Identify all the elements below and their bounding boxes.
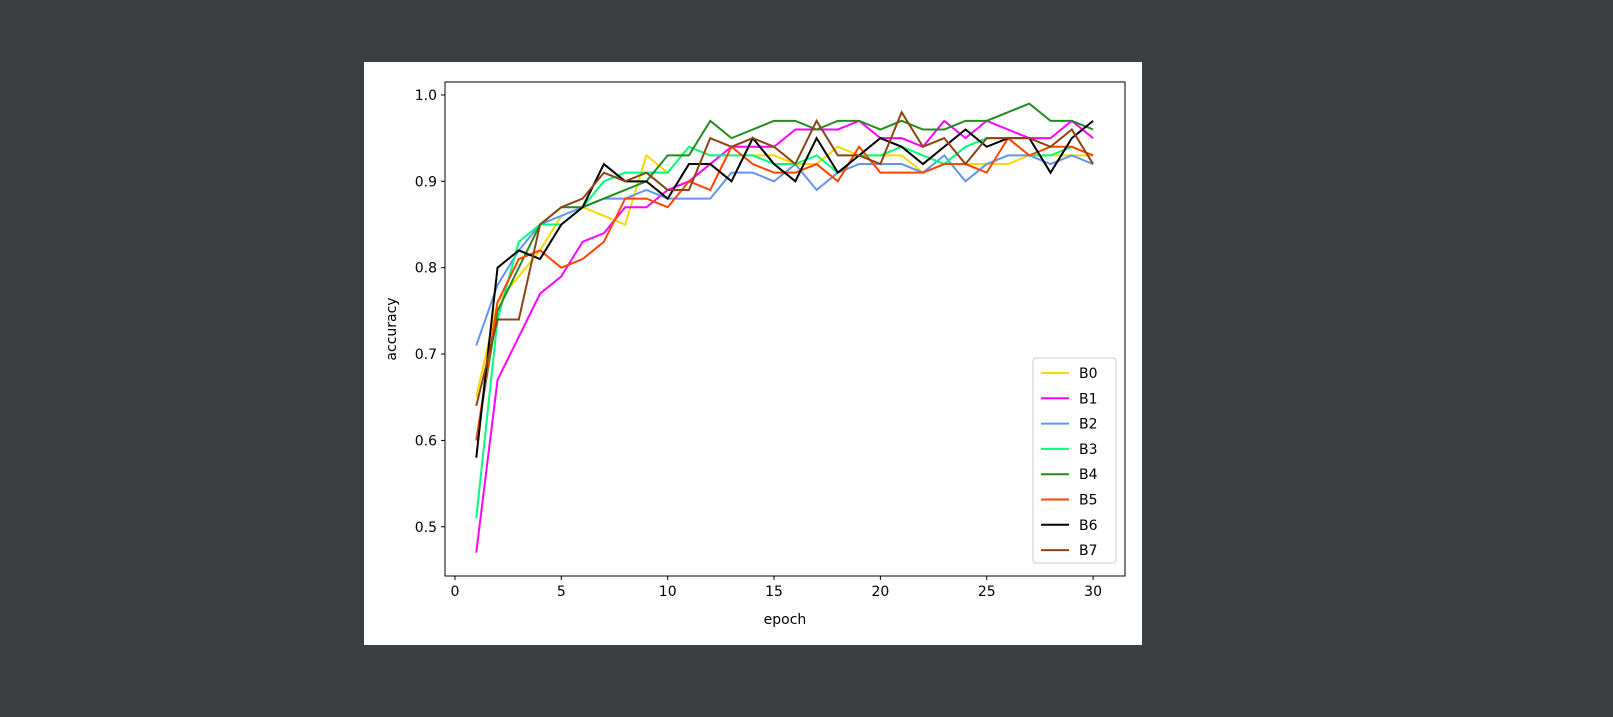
legend-entry: B2 [1079,417,1098,433]
series-line-b6 [475,120,1094,458]
series-line-b3 [475,137,1094,519]
x-tick-label: 10 [659,584,677,600]
series-line-b0 [475,145,1094,398]
axes-frame [444,81,1126,577]
y-axis-label: accuracy [384,297,400,360]
legend-entry: B0 [1079,366,1098,382]
y-tick-label: 0.9 [415,174,437,190]
legend-box [1032,357,1117,564]
y-tick-label: 0.5 [415,520,437,536]
legend-entry: B6 [1079,518,1098,534]
legend: B0 B1 B2 B3 B4 B5 B6 B7 [1032,357,1117,564]
x-tick-label: 25 [978,584,996,600]
x-tick-label: 15 [765,584,783,600]
series-line-b7 [475,110,1094,407]
x-tick-label: 20 [871,584,889,600]
x-axis-label: epoch [764,612,807,628]
y-tick-label: 0.6 [415,433,437,449]
legend-entry: B7 [1079,543,1098,559]
y-tick-label: 0.8 [415,261,437,277]
legend-entry: B1 [1079,391,1098,407]
series-line-b1 [475,119,1094,553]
legend-entry: B3 [1079,442,1098,458]
series-line-b4 [475,102,1094,441]
x-tick-label: 5 [557,584,566,600]
series-line-b5 [475,136,1094,441]
legend-entry: B4 [1079,467,1098,483]
x-tick-label: 0 [451,584,460,600]
line-chart: 0 5 10 15 20 25 30 0.5 0.6 0.7 0.8 0.9 1.0 epoch acc… [384,81,1126,628]
series-line-b2 [475,154,1094,346]
legend-entry: B5 [1079,493,1098,509]
y-tick-label: 0.7 [415,347,437,363]
figure: 0 5 10 15 20 25 30 0.5 0.6 0.7 0.8 0.9 1.0 epoch acc… [364,62,1142,645]
x-tick-label: 30 [1084,584,1102,600]
y-tick-label: 1.0 [415,88,437,104]
